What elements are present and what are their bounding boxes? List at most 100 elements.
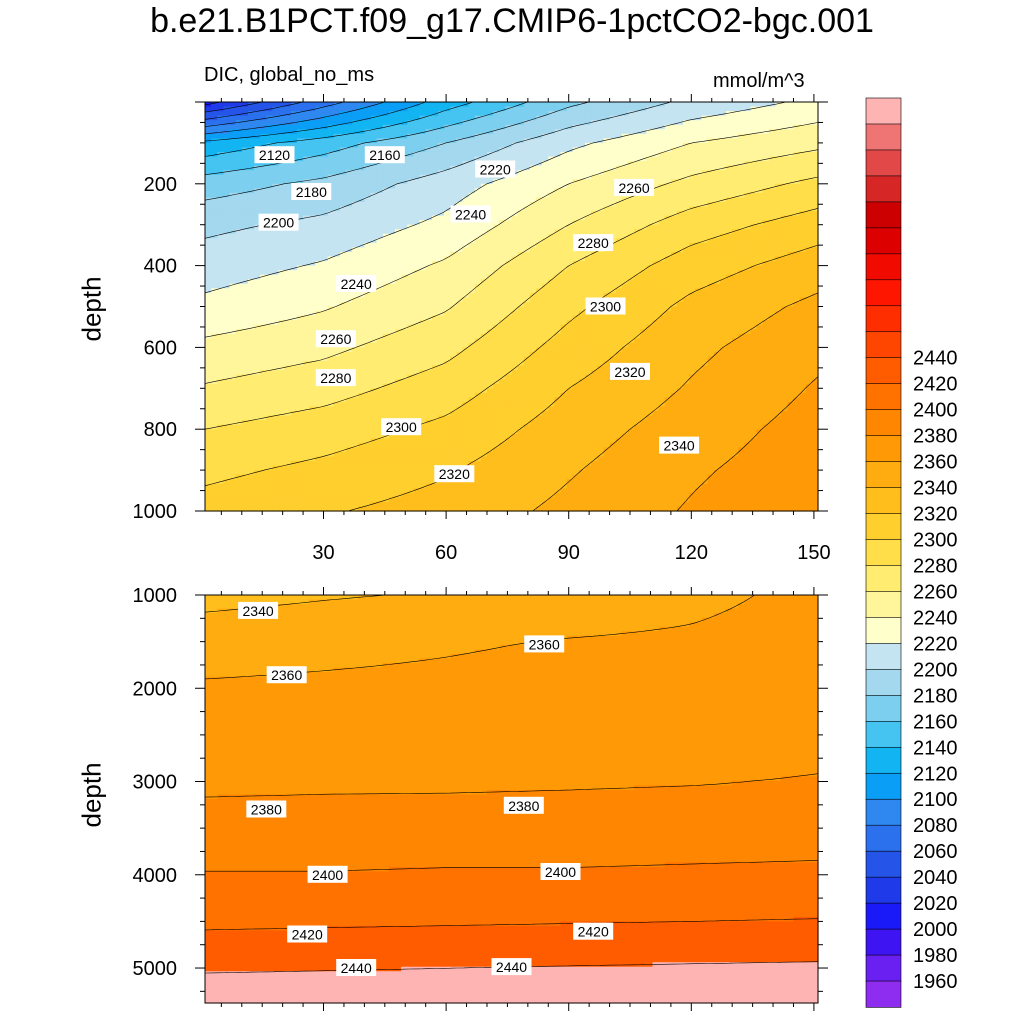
colorbar-label: 2240	[913, 607, 958, 629]
contour-label: 2360	[529, 636, 560, 652]
lower-y-ticks: 1000 2000 3000 4000 5000	[133, 585, 828, 992]
lower-contour-2380	[204, 773, 819, 798]
colorbar-label: 2020	[913, 893, 958, 915]
y-tick-label: 600	[144, 337, 177, 359]
upper-x-ticks: 30 60 90 120 150	[220, 94, 831, 564]
y-tick-label: 5000	[133, 958, 178, 980]
contour-label-bg	[573, 922, 614, 940]
contour-label-bg	[246, 800, 287, 818]
colorbar-swatch	[865, 772, 902, 800]
colorbar: 1960 1980 2000 2020 2040 2060 2080 2100 2120 2140…	[865, 97, 958, 1008]
contour-label: 2320	[439, 466, 470, 482]
contour-label: 2340	[243, 603, 274, 619]
upper-contour-2300	[204, 208, 819, 487]
contour-label-bg	[266, 666, 307, 684]
contour-label-bg	[585, 297, 626, 315]
contour-label: 2280	[578, 235, 609, 251]
colorbar-label: 2160	[913, 711, 958, 733]
colorbar-swatch	[865, 149, 902, 177]
lower-contour-lines	[204, 594, 819, 974]
contour-label-bg	[315, 330, 356, 348]
x-tick-label: 150	[797, 542, 830, 564]
colorbar-swatch	[865, 97, 902, 125]
upper-contour-2340	[532, 292, 819, 512]
lower-panel: 2340 2360 2360 2380 2380 2400 2400 2420 2420 2440…	[133, 585, 828, 1011]
upper-contour-2360	[676, 376, 819, 512]
x-tick-label: 120	[675, 542, 708, 564]
contour-label-bg	[573, 234, 614, 252]
contour-label: 2300	[386, 419, 417, 435]
y-tick-label: 200	[144, 174, 177, 196]
colorbar-label: 2400	[913, 400, 958, 422]
colorbar-swatch	[865, 954, 902, 982]
colorbar-swatch	[865, 201, 902, 229]
lower-contour-2400	[205, 860, 819, 872]
upper-contour-2080	[204, 101, 344, 127]
colorbar-label: 1960	[913, 971, 958, 993]
contour-label-bg	[287, 925, 328, 943]
colorbar-swatch	[865, 513, 902, 541]
contour-label-bg	[434, 465, 475, 483]
contour-label: 2420	[578, 924, 609, 940]
colorbar-label: 2180	[913, 685, 958, 707]
contour-label-bg	[524, 635, 565, 653]
contour-label: 2300	[590, 299, 621, 315]
lower-contour-2420	[204, 918, 819, 931]
contour-label: 2240	[341, 276, 372, 292]
contour-label: 2240	[455, 207, 486, 223]
upper-contour-2120	[204, 101, 426, 142]
lower-contour-labels: 2340 2360 2360 2380 2380 2400 2400 2420 2420 2440…	[238, 601, 614, 976]
colorbar-swatch	[865, 876, 902, 904]
y-tick-label: 2000	[133, 678, 178, 700]
y-tick-label: 4000	[133, 865, 178, 887]
colorbar-swatch	[865, 591, 902, 619]
colorbar-swatch	[865, 435, 902, 463]
colorbar-label: 2360	[913, 452, 958, 474]
contour-label-bg	[315, 369, 356, 387]
colorbar-label: 2300	[913, 530, 958, 552]
contour-label: 2320	[614, 364, 645, 380]
colorbar-swatch	[865, 383, 902, 411]
colorbar-swatch	[865, 798, 902, 826]
contour-label: 2380	[251, 802, 282, 818]
contour-label-bg	[381, 418, 422, 436]
contour-label: 2440	[496, 959, 527, 975]
colorbar-swatch	[865, 331, 902, 359]
contour-label-bg	[610, 362, 650, 380]
upper-panel: 2120 2160 2220 2180 2260 2240 2200 2280 2240 2300…	[133, 94, 831, 564]
contour-label: 2380	[508, 798, 539, 814]
colorbar-label: 2440	[913, 348, 958, 370]
contour-label-bg	[336, 959, 377, 976]
colorbar-swatch	[865, 928, 902, 956]
lower-contour-field	[205, 595, 819, 1004]
contour-label: 2260	[320, 331, 351, 347]
colorbar-label: 2220	[913, 633, 958, 655]
colorbar-swatch	[865, 746, 902, 774]
y-tick-label: 800	[144, 419, 177, 441]
colorbar-swatch	[865, 721, 902, 748]
contour-label: 2220	[480, 162, 511, 178]
contour-label: 2260	[619, 180, 650, 196]
y-tick-label: 1000	[133, 501, 178, 523]
contour-label: 2180	[296, 184, 327, 200]
x-tick-label: 90	[558, 542, 580, 564]
contour-label-bg	[659, 436, 700, 454]
colorbar-swatch	[865, 357, 902, 385]
upper-contour-2220	[204, 101, 787, 294]
contour-label-bg	[450, 205, 491, 223]
contour-label-bg	[254, 146, 295, 164]
colorbar-swatch	[865, 279, 902, 307]
contour-label: 2160	[369, 147, 400, 163]
variable-label: DIC, global_no_ms	[204, 64, 375, 86]
x-tick-label: 60	[435, 542, 457, 564]
colorbar-label: 2100	[913, 789, 958, 811]
contour-label-bg	[491, 958, 532, 976]
x-tick-label: 30	[312, 542, 334, 564]
colorbar-label: 2200	[913, 659, 958, 681]
figure-title: b.e21.B1PCT.f09_g17.CMIP6-1pctCO2-bgc.00…	[150, 2, 874, 40]
colorbar-swatch	[865, 409, 902, 437]
colorbar-swatch	[865, 539, 902, 567]
y-tick-label: 1000	[133, 585, 178, 607]
colorbar-swatch	[865, 305, 902, 333]
upper-contour-2160	[204, 101, 528, 175]
